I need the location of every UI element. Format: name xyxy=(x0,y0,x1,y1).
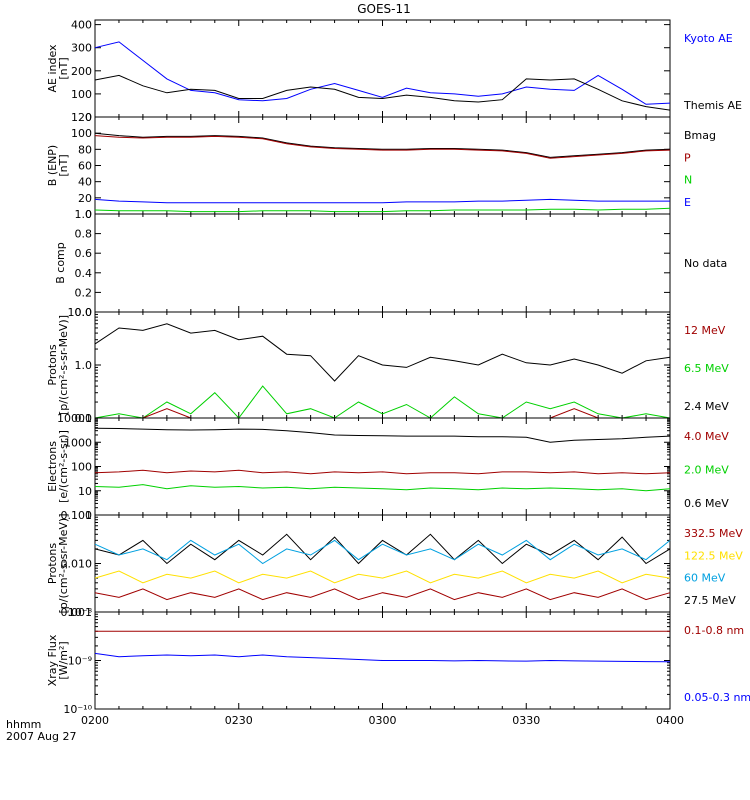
legend-entry: N xyxy=(684,174,692,187)
series-line-p xyxy=(94,135,671,159)
legend-entry: Bmag xyxy=(684,129,716,142)
y-tick-label: 100 xyxy=(71,88,92,101)
series-line-e xyxy=(94,198,670,204)
legend-entry: No data xyxy=(684,257,727,270)
y-tick-label: 0.4 xyxy=(75,267,93,280)
y-axis-label: B comp xyxy=(54,242,67,284)
legend-entry: 12 MeV xyxy=(684,324,726,337)
series-line-0-05-0-3-nm xyxy=(94,652,671,663)
legend-entry: 122.5 MeV xyxy=(684,549,743,562)
y-axis-label: Protons[p/(cm²-s-sr-MeV)] xyxy=(46,315,70,415)
series-line-2-4-mev xyxy=(94,323,671,382)
y-tick-label: 0.2 xyxy=(75,286,93,299)
series-line-6-5-mev xyxy=(94,385,671,419)
y-tick-label: 0 xyxy=(85,111,92,124)
series-line-60-mev xyxy=(94,539,671,565)
y-tick-label: 100 xyxy=(71,461,92,474)
panel-frame xyxy=(94,514,671,613)
legend-entry: 4.0 MeV xyxy=(684,430,729,443)
legend-entry: Kyoto AE xyxy=(684,32,733,45)
legend-entry: 0.05-0.3 nm xyxy=(684,691,750,704)
y-tick-label: 60 xyxy=(78,160,92,173)
series-line-themis-ae xyxy=(94,74,671,111)
panel-6: 0.001 0.010 0.100Protons[p/(cm²-s-sr-MeV)]… xyxy=(46,509,743,619)
y-axis-label: Electrons[e/(cm²-s-sr)] xyxy=(46,430,70,503)
y-tick-label: 10⁻¹⁰ xyxy=(63,703,92,716)
y-axis-label: Protons[p/(cm²-s-sr-MeV)] xyxy=(46,514,70,614)
time-axis-label: hhmm xyxy=(6,718,41,731)
legend-entry: 332.5 MeV xyxy=(684,527,743,540)
y-tick-label: 0.6 xyxy=(75,247,93,260)
y-tick-label: 10⁻⁸ xyxy=(68,606,93,619)
y-tick-label: 300 xyxy=(71,42,92,55)
y-tick-label: 100 xyxy=(71,127,92,140)
legend-entry: 27.5 MeV xyxy=(684,594,736,607)
time-axis: 0200 0230 0300 0330 0400 xyxy=(81,714,684,727)
x-tick-label: 0230 xyxy=(225,714,253,727)
panel-7: 10⁻¹⁰ 10⁻⁹ 10⁻⁸ Xray Flux[W/m²] 0.1-0.8 nm 0.… xyxy=(46,606,750,716)
legend-entry: 0.6 MeV xyxy=(684,497,729,510)
y-tick-label: 10 xyxy=(78,485,92,498)
legend-entry: Themis AE xyxy=(683,99,742,112)
y-tick-label: 0.100 xyxy=(61,509,93,522)
panel-frame xyxy=(94,213,671,313)
panel-frame xyxy=(94,19,671,118)
x-tick-label: 0300 xyxy=(369,714,397,727)
legend-entry: 2.4 MeV xyxy=(684,400,729,413)
plot-title: GOES-11 xyxy=(357,2,411,16)
y-tick-label: 80 xyxy=(78,143,92,156)
y-tick-label: 1 xyxy=(85,509,92,522)
y-axis-label: Xray Flux[W/m²] xyxy=(46,634,70,686)
y-tick-label: 1000 xyxy=(64,436,92,449)
legend-entry: E xyxy=(684,196,691,209)
legend-entry: 2.0 MeV xyxy=(684,464,729,477)
x-tick-label: 0330 xyxy=(512,714,540,727)
series-line-2-0-mev xyxy=(94,484,671,492)
legend-entry: 0.1-0.8 nm xyxy=(684,624,744,637)
y-tick-label: 10000 xyxy=(57,412,92,425)
panel-frame xyxy=(94,116,671,215)
y-tick-label: 120 xyxy=(71,111,92,124)
y-tick-label: 0.010 xyxy=(61,558,93,571)
y-tick-label: 0.001 xyxy=(61,606,93,619)
x-tick-label: 0400 xyxy=(656,714,684,727)
series-line-122-5-mev xyxy=(94,570,671,584)
y-axis-label: B (ENP)[nT] xyxy=(46,145,70,186)
y-tick-label: 10.0 xyxy=(68,306,93,319)
legend-entry: 60 MeV xyxy=(684,572,726,585)
series-line-kyoto-ae xyxy=(94,41,671,105)
legend-entry: 6.5 MeV xyxy=(684,362,729,375)
y-tick-label: 0.1 xyxy=(75,412,93,425)
y-tick-label: 0.0 xyxy=(75,306,93,319)
x-tick-label: 0200 xyxy=(81,714,109,727)
date-label: 2007 Aug 27 xyxy=(6,730,76,743)
y-tick-label: 0.8 xyxy=(75,228,93,241)
series-line-4-0-mev xyxy=(94,469,671,475)
y-tick-label: 0 xyxy=(85,208,92,221)
y-tick-label: 1.0 xyxy=(75,208,93,221)
series-line-0-6-mev xyxy=(94,427,671,443)
series-line-bmag xyxy=(94,132,671,158)
series-line-27-5-mev xyxy=(94,533,671,565)
y-tick-label: 10⁻⁹ xyxy=(68,655,92,668)
series-line-332-5-mev xyxy=(94,588,671,601)
panel-frame xyxy=(94,417,671,516)
y-tick-label: 400 xyxy=(71,19,92,32)
series-line-n xyxy=(94,207,671,213)
y-tick-label: 40 xyxy=(78,176,92,189)
y-axis-label: AE index[nT] xyxy=(46,44,70,93)
y-tick-label: 200 xyxy=(71,65,92,78)
y-tick-label: 1.0 xyxy=(75,359,93,372)
panel-2: 0 20 40 60 80 100 120 B (ENP)[nT] Bmag PNE xyxy=(46,111,716,221)
legend-entry: P xyxy=(684,151,691,164)
panel-5: 1 10 100 1000 10000 Electrons[e/(cm²-s-sr)] 4.… xyxy=(46,412,729,522)
panel-3: 0.0 0.2 0.4 0.6 0.8 1.0 B comp No data xyxy=(54,208,727,319)
y-tick-label: 20 xyxy=(78,192,92,205)
